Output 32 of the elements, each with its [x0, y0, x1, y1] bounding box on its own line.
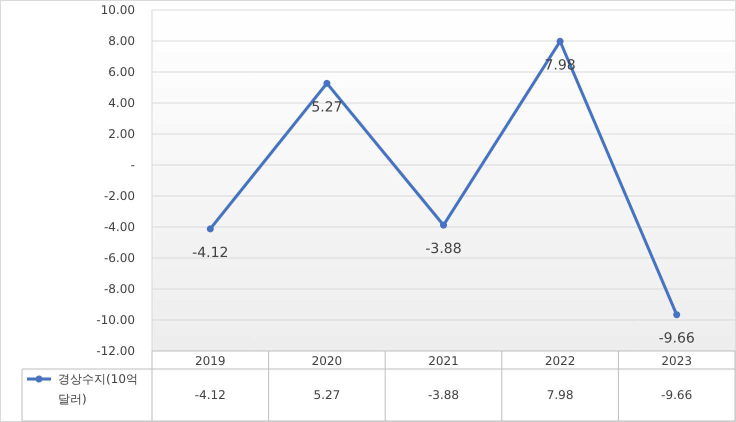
y-tick-label: -6.00	[104, 251, 135, 265]
data-label: -3.88	[428, 388, 460, 402]
text: -9.66	[658, 330, 695, 347]
y-tick-label: -12.00	[96, 344, 135, 358]
point	[556, 38, 564, 45]
y-tick-label: 10.00	[100, 3, 135, 17]
x-tick-label: 2022	[544, 354, 576, 368]
x-tick-label: 2021	[428, 354, 459, 368]
x-tick-label: 2020	[312, 354, 342, 368]
data-label: -4.12	[194, 388, 226, 402]
y-tick-label: -8.00	[104, 282, 135, 296]
y-tick-label: -4.00	[104, 220, 135, 234]
point	[323, 80, 330, 87]
y-tick-label: 4.00	[108, 96, 135, 110]
x-tick-label: 2019	[195, 354, 226, 368]
y-tick-label: 8.00	[108, 34, 135, 48]
data-label: -9.66	[661, 388, 692, 402]
point	[440, 222, 447, 229]
text: 5.27	[311, 99, 342, 116]
x-tick-label: 2023	[661, 354, 692, 368]
data-label: 7.98	[546, 388, 574, 402]
y-tick-label: 2.00	[108, 127, 135, 141]
text: -3.88	[425, 241, 462, 258]
text: -4.12	[192, 244, 228, 261]
data-label: 5.27	[314, 388, 340, 402]
point	[673, 311, 680, 318]
point	[206, 225, 214, 232]
y-tick-label: -2.00	[104, 189, 135, 203]
y-tick-label: -10.00	[96, 313, 135, 327]
y-tick-label: 6.00	[108, 65, 135, 79]
y-tick-label: -	[130, 158, 135, 172]
legend-label: 경상수지(10억 달러)	[58, 371, 139, 408]
